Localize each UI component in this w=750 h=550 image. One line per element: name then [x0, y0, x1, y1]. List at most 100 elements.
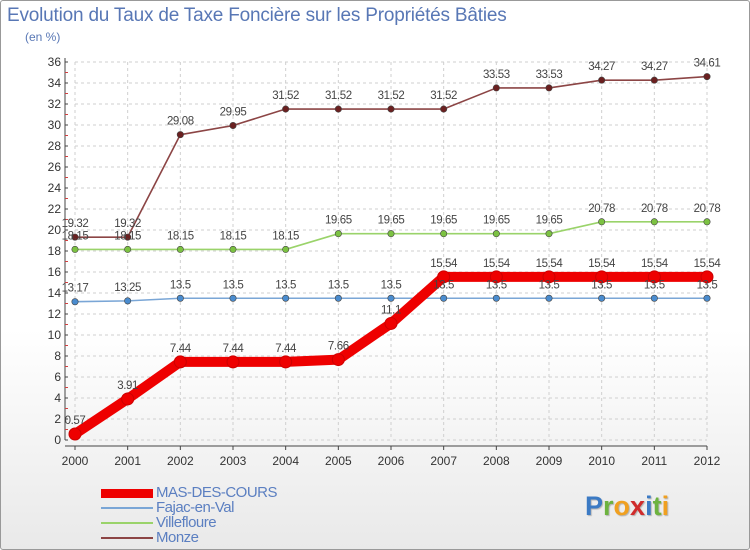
- legend-item: Fajac-en-Val: [101, 499, 361, 516]
- data-point: [492, 84, 500, 92]
- y-tick-label: 14: [48, 286, 62, 300]
- legend-swatch: [101, 537, 153, 539]
- x-tick-label: 2002: [167, 454, 194, 468]
- data-label: 0.57: [65, 415, 86, 427]
- data-label: 19.65: [325, 215, 352, 227]
- y-tick-label: 6: [54, 370, 61, 384]
- data-point: [282, 245, 290, 253]
- y-tick-label: 16: [48, 265, 62, 279]
- data-point: [279, 355, 293, 369]
- data-point: [229, 122, 237, 130]
- data-point: [545, 294, 553, 302]
- data-label: 20.78: [588, 203, 615, 215]
- y-tick-label: 24: [48, 181, 62, 195]
- data-label: 18.15: [62, 230, 89, 242]
- x-tick-label: 2012: [694, 454, 721, 468]
- logo-letter: i: [645, 491, 653, 521]
- data-point: [71, 245, 79, 253]
- legend-swatch: [101, 507, 153, 509]
- data-label: 15.54: [694, 258, 722, 270]
- y-unit-label: (en %): [25, 30, 61, 44]
- legend-label: Fajac-en-Val: [156, 499, 234, 516]
- data-point: [387, 105, 395, 113]
- data-label: 7.44: [275, 343, 297, 355]
- data-label: 19.32: [62, 218, 89, 230]
- data-point: [492, 294, 500, 302]
- data-point: [647, 270, 661, 284]
- data-point: [68, 427, 82, 441]
- data-label: 13.5: [433, 279, 454, 291]
- data-point: [124, 233, 132, 241]
- data-label: 15.54: [641, 258, 669, 270]
- data-point: [703, 73, 711, 81]
- data-label: 3.91: [117, 380, 138, 392]
- data-point: [384, 316, 398, 330]
- data-label: 15.54: [483, 258, 511, 270]
- x-tick-label: 2003: [220, 454, 247, 468]
- data-point: [387, 230, 395, 238]
- data-point: [440, 105, 448, 113]
- chart-title: Evolution du Taux de Taxe Foncière sur l…: [7, 5, 507, 26]
- data-point: [492, 230, 500, 238]
- logo-letter: x: [630, 491, 646, 521]
- y-tick-label: 28: [48, 139, 62, 153]
- x-tick-label: 2011: [641, 454, 667, 468]
- data-point: [229, 245, 237, 253]
- data-label: 33.53: [536, 69, 563, 81]
- data-label: 18.15: [167, 230, 194, 242]
- y-tick-label: 0: [54, 433, 61, 447]
- data-point: [176, 131, 184, 139]
- data-point: [440, 294, 448, 302]
- legend-swatch: [101, 488, 153, 498]
- y-tick-label: 30: [48, 118, 62, 132]
- data-point: [229, 294, 237, 302]
- legend-label: Villefloure: [156, 514, 217, 531]
- y-tick-label: 26: [48, 160, 62, 174]
- y-tick-label: 4: [54, 391, 61, 405]
- legend-item: Monze: [101, 529, 361, 546]
- data-label: 13.5: [591, 279, 612, 291]
- data-label: 31.52: [325, 90, 352, 102]
- logo-letter: t: [652, 491, 662, 521]
- data-label: 13.5: [486, 279, 507, 291]
- data-label: 19.65: [430, 215, 457, 227]
- data-label: 7.44: [223, 343, 245, 355]
- y-tick-label: 36: [48, 55, 62, 69]
- data-label: 18.15: [272, 230, 299, 242]
- x-tick-label: 2010: [588, 454, 615, 468]
- data-label: 13.5: [644, 279, 665, 291]
- data-label: 13.17: [62, 283, 89, 295]
- data-point: [545, 230, 553, 238]
- data-label: 34.27: [641, 61, 668, 73]
- data-label: 11.1: [381, 304, 401, 316]
- legend-swatch: [101, 522, 153, 524]
- data-point: [598, 76, 606, 84]
- data-label: 19.65: [536, 215, 563, 227]
- data-label: 13.5: [223, 279, 244, 291]
- legend-item: MAS-DES-COURS: [101, 484, 361, 501]
- data-point: [226, 355, 240, 369]
- data-point: [334, 294, 342, 302]
- data-label: 34.27: [588, 61, 615, 73]
- data-label: 7.44: [170, 343, 192, 355]
- data-point: [703, 218, 711, 226]
- data-point: [650, 218, 658, 226]
- data-point: [703, 294, 711, 302]
- data-label: 20.78: [694, 203, 721, 215]
- proxiti-logo: Proxiti: [585, 491, 669, 522]
- y-tick-label: 2: [54, 412, 61, 426]
- data-label: 18.15: [220, 230, 247, 242]
- data-point: [124, 245, 132, 253]
- data-point: [334, 105, 342, 113]
- data-label: 15.54: [536, 258, 564, 270]
- logo-letter: r: [603, 491, 614, 521]
- data-point: [334, 230, 342, 238]
- data-label: 13.5: [539, 279, 560, 291]
- y-tick-label: 18: [48, 244, 62, 258]
- y-tick-label: 22: [48, 202, 62, 216]
- data-label: 34.61: [694, 58, 721, 70]
- data-label: 19.65: [483, 215, 510, 227]
- y-tick-label: 34: [48, 76, 62, 90]
